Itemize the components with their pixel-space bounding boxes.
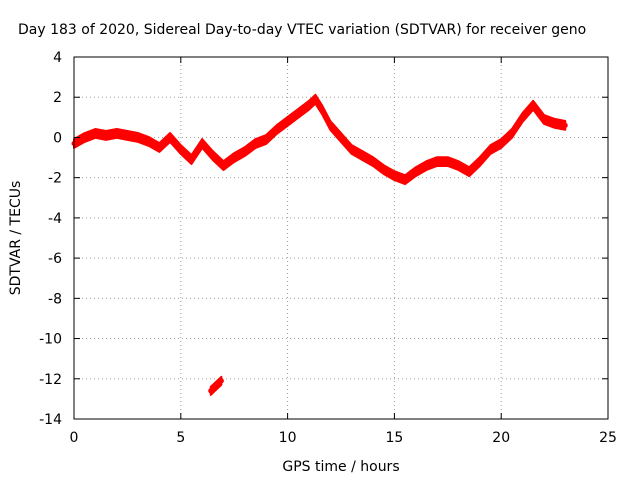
data-point [402,177,408,183]
data-point [552,120,558,126]
data-point [199,141,205,146]
data-point [445,159,451,165]
data-point [312,96,318,102]
data-point [189,157,194,163]
y-tick-label: 4 [53,50,62,66]
x-tick-label: 0 [70,430,79,446]
data-band [73,93,567,186]
data-point [295,110,301,116]
data-point [466,169,472,175]
data-point [210,153,216,158]
data-point [423,163,429,169]
data-point [103,132,109,138]
x-axis-label: GPS time / hours [282,459,399,475]
data-point [477,159,483,165]
data-point [274,126,280,132]
y-tick-label: -6 [48,251,62,267]
chart-title: Day 183 of 2020, Sidereal Day-to-day VTE… [18,22,586,38]
data-point [349,147,355,152]
data-point [370,159,376,165]
data-point [456,163,461,169]
data-point [541,116,547,122]
y-tick-label: -12 [39,372,62,388]
data-point [285,118,291,124]
data-point [434,159,440,165]
data-series-group [208,375,224,396]
y-tick-label: -2 [48,171,62,187]
data-point [327,122,333,128]
data-point [92,130,98,136]
x-tick-label: 25 [599,430,617,446]
data-point [413,169,419,175]
data-point [114,130,120,136]
data-point [509,130,515,136]
y-tick-label: -14 [39,412,62,428]
data-point [82,134,88,140]
data-point [359,153,365,158]
x-tick-label: 20 [492,430,510,446]
tick-labels: 0 5 10 15 20 25 -14 -12 -10 -8 -6 -4 -2 0 2 4 [39,50,617,446]
data-point [146,139,152,144]
data-point [338,134,344,140]
grid-lines [74,57,608,419]
data-point [135,134,141,140]
plot-frame [73,56,609,420]
data-point [231,155,237,161]
y-tick-label: -8 [48,291,62,307]
y-axis-label: SDTVAR / TECUs [8,181,24,296]
data-point [242,149,248,154]
data-point [562,122,568,128]
data-point [263,137,269,142]
data-point [520,114,526,120]
data-point [253,141,259,146]
data-point [306,102,312,108]
data-point [221,163,226,169]
data-point [124,132,130,138]
y-tick-label: 2 [53,90,62,106]
data-point [212,384,218,390]
x-tick-label: 15 [385,430,403,446]
x-tick-label: 5 [176,430,185,446]
data-point [381,167,387,173]
y-tick-label: -4 [48,211,62,227]
axis-ticks [73,56,609,420]
data-series-group [71,93,568,186]
data-point [208,388,214,394]
data-point [167,134,173,140]
data-point [530,102,536,108]
y-tick-label: -10 [39,332,62,348]
data-point [156,145,162,150]
data-point [391,173,397,179]
data-point [178,147,184,152]
data-point [488,147,493,152]
data-point [218,378,224,384]
data-point [319,106,325,112]
x-tick-label: 10 [279,430,297,446]
data-series [71,93,568,396]
y-tick-label: 0 [53,130,62,146]
data-point [498,141,504,146]
